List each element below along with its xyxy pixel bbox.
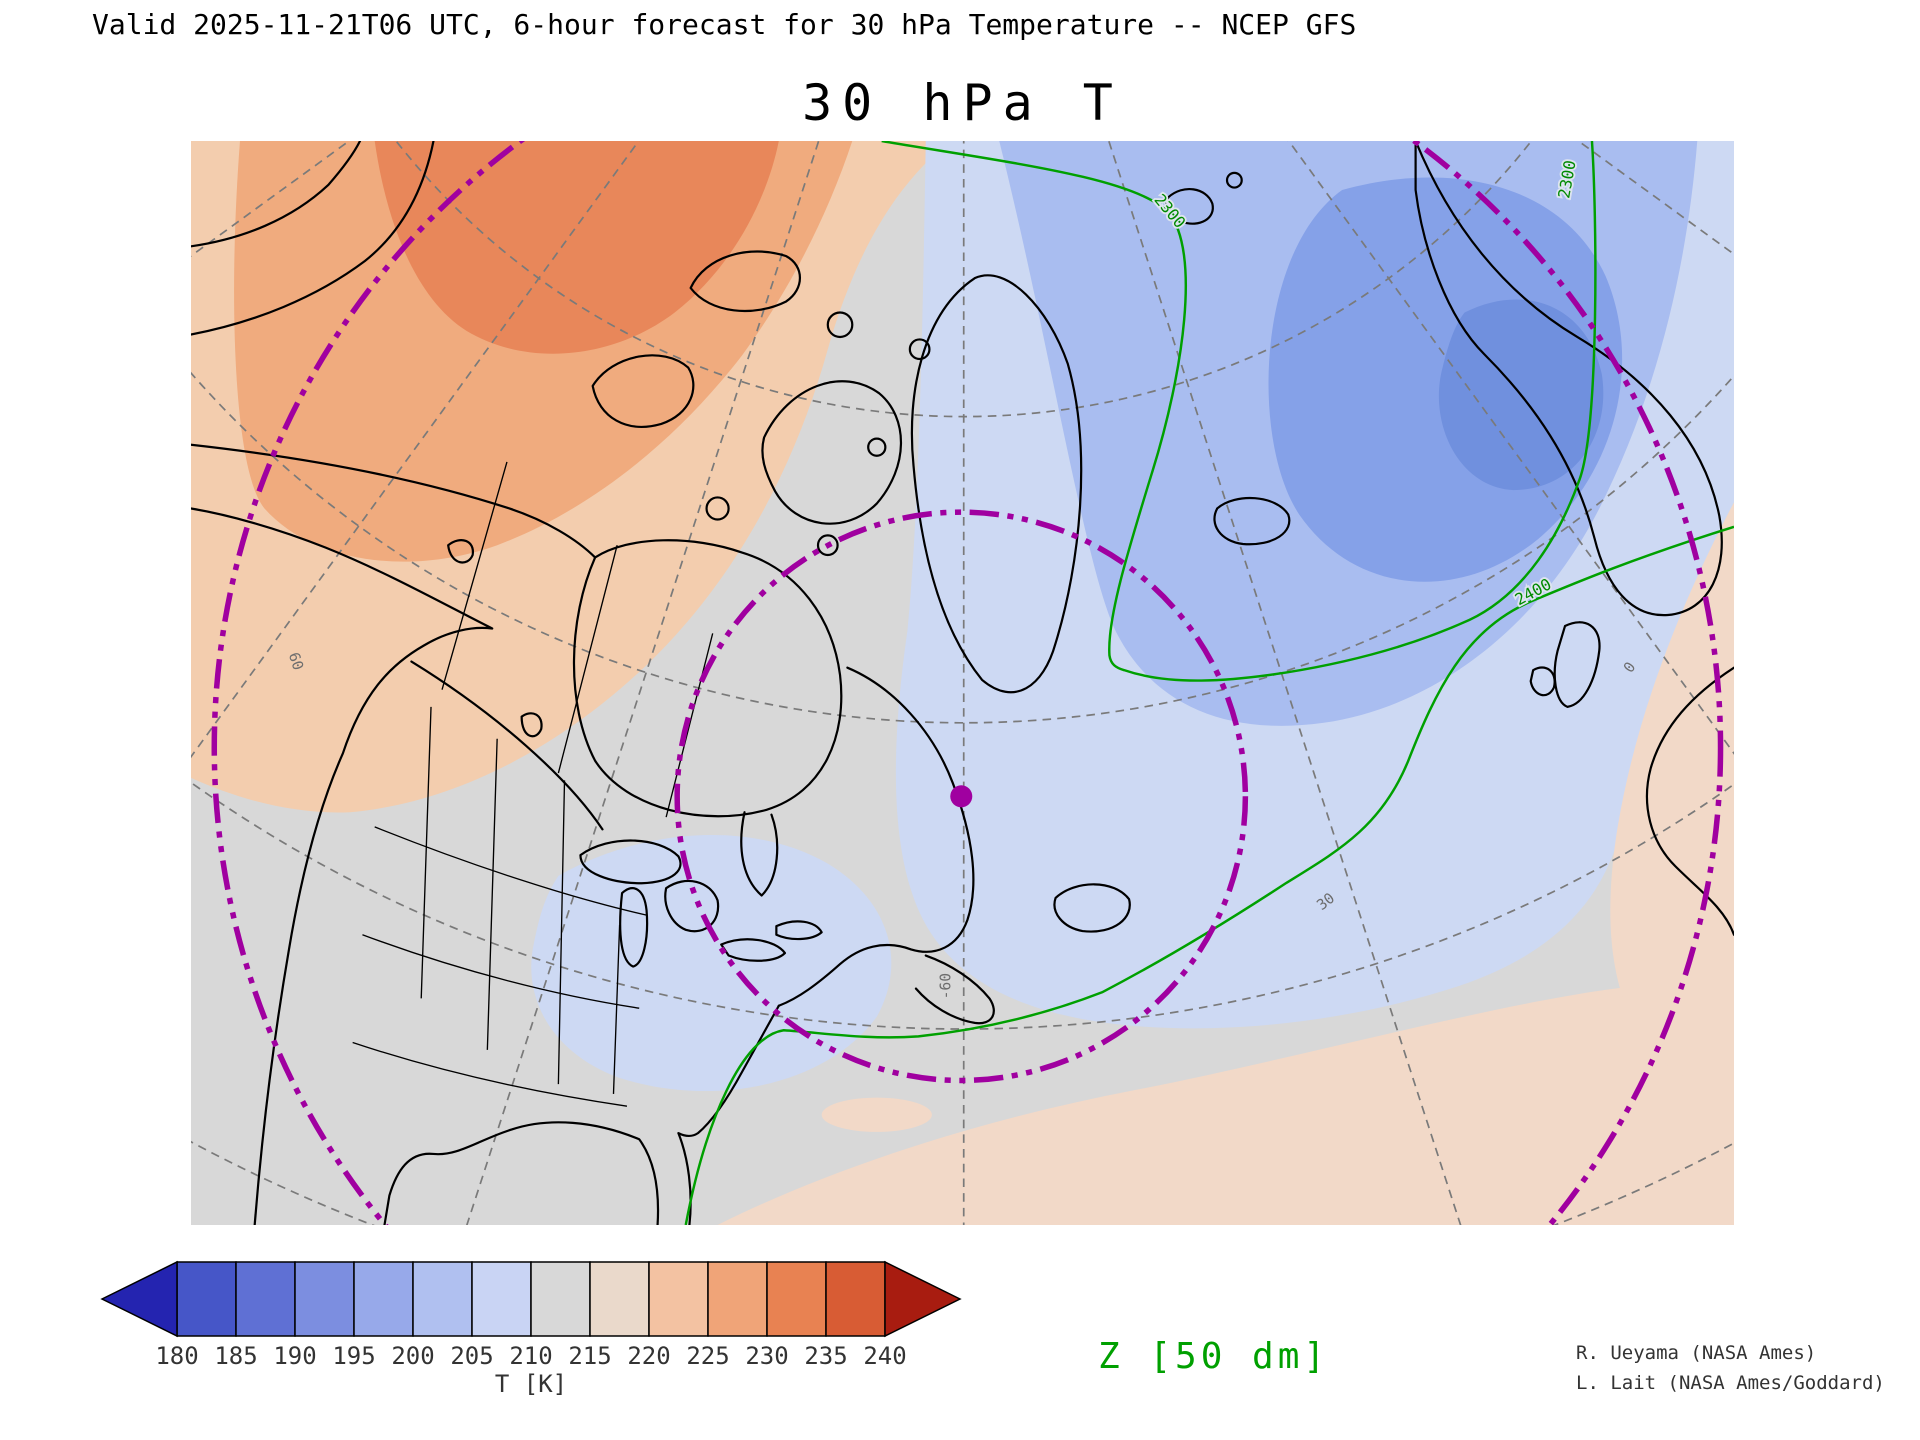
colorbar-under-arrow	[100, 1260, 178, 1338]
colorbar-segments	[176, 1261, 886, 1337]
credit-line-1: R. Ueyama (NASA Ames)	[1576, 1342, 1817, 1364]
svg-text:240: 240	[863, 1342, 906, 1370]
svg-text:60: 60	[285, 650, 307, 672]
svg-text:225: 225	[686, 1342, 729, 1370]
svg-text:200: 200	[391, 1342, 434, 1370]
geopotential-contour-2300	[881, 141, 1597, 682]
svg-text:190: 190	[273, 1342, 316, 1370]
temperature-shading	[191, 141, 1734, 1225]
vortex-edge-inner	[674, 509, 1249, 1084]
contour-legend: Z [50 dm]	[1098, 1336, 1330, 1377]
credits: R. Ueyama (NASA Ames) L. Lait (NASA Ames…	[1576, 1338, 1885, 1399]
colorbar: 180 185 190 195 200 205 210 215 220 225 230 235 240 …	[100, 1260, 962, 1398]
svg-text:220: 220	[627, 1342, 670, 1370]
vortex-center-dot	[950, 785, 973, 808]
colorbar-title: T [K]	[495, 1370, 567, 1398]
credit-line-2: L. Lait (NASA Ames/Goddard)	[1576, 1372, 1885, 1395]
geopotential-contour-2400	[684, 525, 1734, 1225]
state-borders	[352, 461, 714, 1107]
svg-text:185: 185	[214, 1342, 257, 1370]
plot-title: 30 hPa T	[802, 74, 1123, 132]
svg-text:230: 230	[745, 1342, 788, 1370]
colorbar-tick-labels: 180 185 190 195 200 205 210 215 220 225 230 235 240	[155, 1342, 906, 1370]
vortex-edge-outer	[211, 141, 1724, 1225]
vortex-edge	[211, 141, 1724, 1225]
svg-text:215: 215	[568, 1342, 611, 1370]
svg-text:180: 180	[155, 1342, 198, 1370]
svg-text:-60: -60	[937, 973, 954, 1000]
svg-text:210: 210	[509, 1342, 552, 1370]
svg-text:205: 205	[450, 1342, 493, 1370]
validity-line: Valid 2025-11-21T06 UTC, 6-hour forecast…	[92, 8, 1357, 41]
svg-text:235: 235	[804, 1342, 847, 1370]
colorbar-over-arrow	[884, 1260, 962, 1338]
graticule	[191, 141, 1734, 1225]
geopotential-contours	[684, 141, 1734, 1225]
svg-text:195: 195	[332, 1342, 375, 1370]
